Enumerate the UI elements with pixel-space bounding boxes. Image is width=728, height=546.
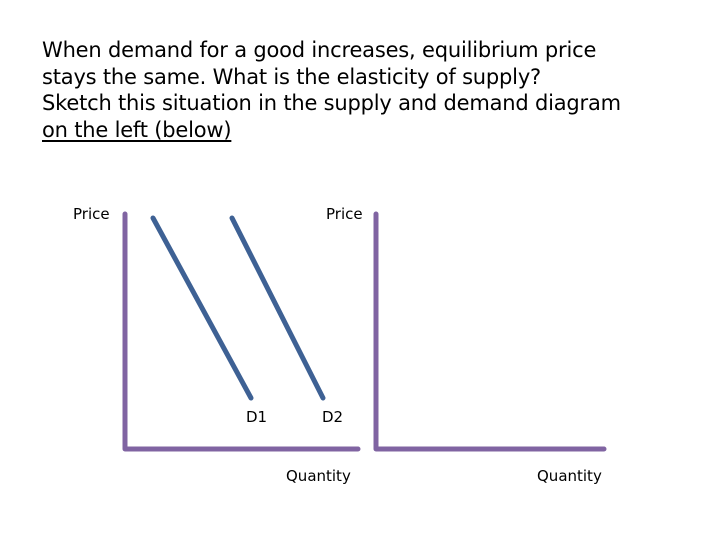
left-y-axis-label: Price — [73, 205, 110, 223]
left-x-axis-label: Quantity — [286, 467, 351, 485]
demand-curve-d2 — [229, 215, 326, 401]
question-line-1: When demand for a good increases, equili… — [42, 38, 597, 62]
question-text: When demand for a good increases, equili… — [42, 37, 702, 143]
right-y-axis-label: Price — [326, 205, 363, 223]
question-line-4: on the left (below) — [42, 117, 232, 142]
right-diagram-axes — [373, 211, 607, 452]
demand-curve-d1 — [150, 215, 254, 401]
right-x-axis-label: Quantity — [537, 467, 602, 485]
curve-label-d1: D1 — [246, 408, 268, 426]
curve-label-d2: D2 — [322, 408, 344, 426]
left-diagram-axes — [122, 211, 361, 452]
question-line-2: stays the same. What is the elasticity o… — [42, 64, 541, 89]
question-line-3: Sketch this situation in the supply and … — [42, 91, 621, 115]
